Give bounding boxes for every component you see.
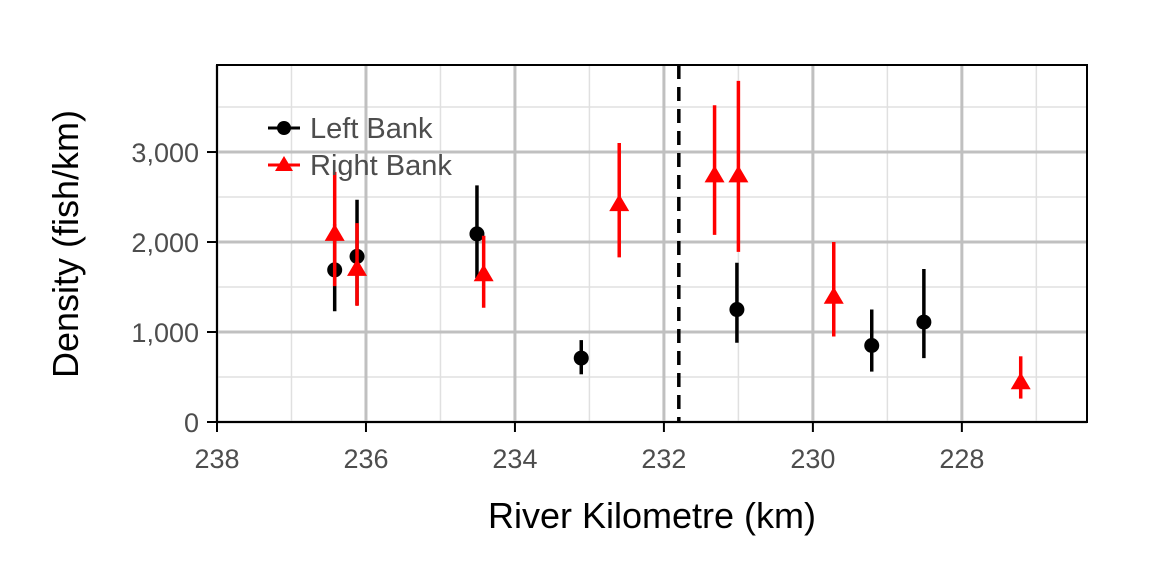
legend-triangle-icon <box>275 156 293 171</box>
y-tick-label: 2,000 <box>131 228 199 258</box>
data-point-left-bank <box>729 302 745 318</box>
data-point-right-bank <box>1010 372 1031 390</box>
marks <box>324 65 1031 422</box>
y-tick-label: 3,000 <box>131 138 199 168</box>
data-point-right-bank <box>324 223 345 241</box>
x-tick-label: 232 <box>641 444 686 474</box>
data-point-left-bank <box>864 338 880 354</box>
x-tick-label: 228 <box>939 444 984 474</box>
data-point-right-bank <box>473 264 494 282</box>
data-point-right-bank <box>728 165 749 183</box>
x-tick-label: 234 <box>492 444 537 474</box>
plot-border <box>216 64 1088 423</box>
x-axis-title: River Kilometre (km) <box>488 495 816 536</box>
x-tick-label: 236 <box>343 444 388 474</box>
data-point-right-bank <box>347 258 368 276</box>
y-tick-label: 1,000 <box>131 318 199 348</box>
legend-circle-icon <box>277 121 291 135</box>
data-point-right-bank <box>609 194 630 212</box>
axes: 238 236 234 232 230 228 0 1,000 2,000 3,000 <box>131 138 984 474</box>
legend-label-right-bank: Right Bank <box>310 150 452 182</box>
legend: Left Bank Right Bank <box>268 113 452 182</box>
data-point-right-bank <box>704 165 725 183</box>
x-tick-label: 230 <box>790 444 835 474</box>
x-tick-label: 238 <box>194 444 239 474</box>
y-axis-title: Density (fish/km) <box>45 110 86 378</box>
data-point-left-bank <box>573 350 589 366</box>
data-point-left-bank <box>916 314 932 330</box>
data-point-right-bank <box>823 286 844 304</box>
y-tick-label: 0 <box>184 408 199 438</box>
data-point-left-bank <box>469 226 485 242</box>
legend-label-left-bank: Left Bank <box>310 113 433 145</box>
